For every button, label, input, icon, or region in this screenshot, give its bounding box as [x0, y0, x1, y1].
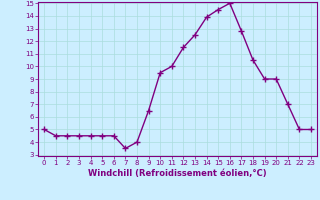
X-axis label: Windchill (Refroidissement éolien,°C): Windchill (Refroidissement éolien,°C) [88, 169, 267, 178]
